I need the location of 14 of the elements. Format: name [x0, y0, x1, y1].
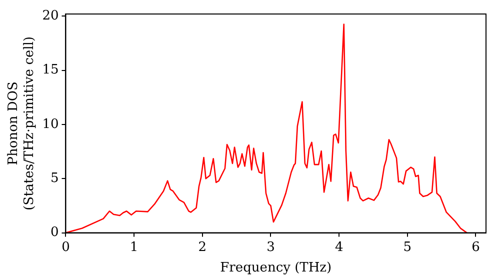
y-tick-label: 20 [42, 8, 59, 24]
y-tick-label: 15 [42, 62, 59, 78]
y-axis-title: Phonon DOS (States/THz·primitive cell) [6, 36, 37, 210]
x-tick-label: 6 [472, 240, 480, 255]
x-axis-title: Frequency (THz) [220, 260, 332, 276]
y-tick-label: 10 [42, 116, 59, 132]
x-tick-label: 1 [130, 240, 138, 255]
x-tick-label: 3 [266, 240, 275, 255]
y-tick-label: 0 [50, 225, 59, 240]
y-tick-label: 5 [50, 171, 59, 186]
x-tick-label: 2 [198, 240, 207, 255]
x-tick-label: 5 [403, 240, 412, 255]
x-tick-label: 4 [334, 240, 344, 255]
x-tick-label: 0 [62, 240, 70, 255]
